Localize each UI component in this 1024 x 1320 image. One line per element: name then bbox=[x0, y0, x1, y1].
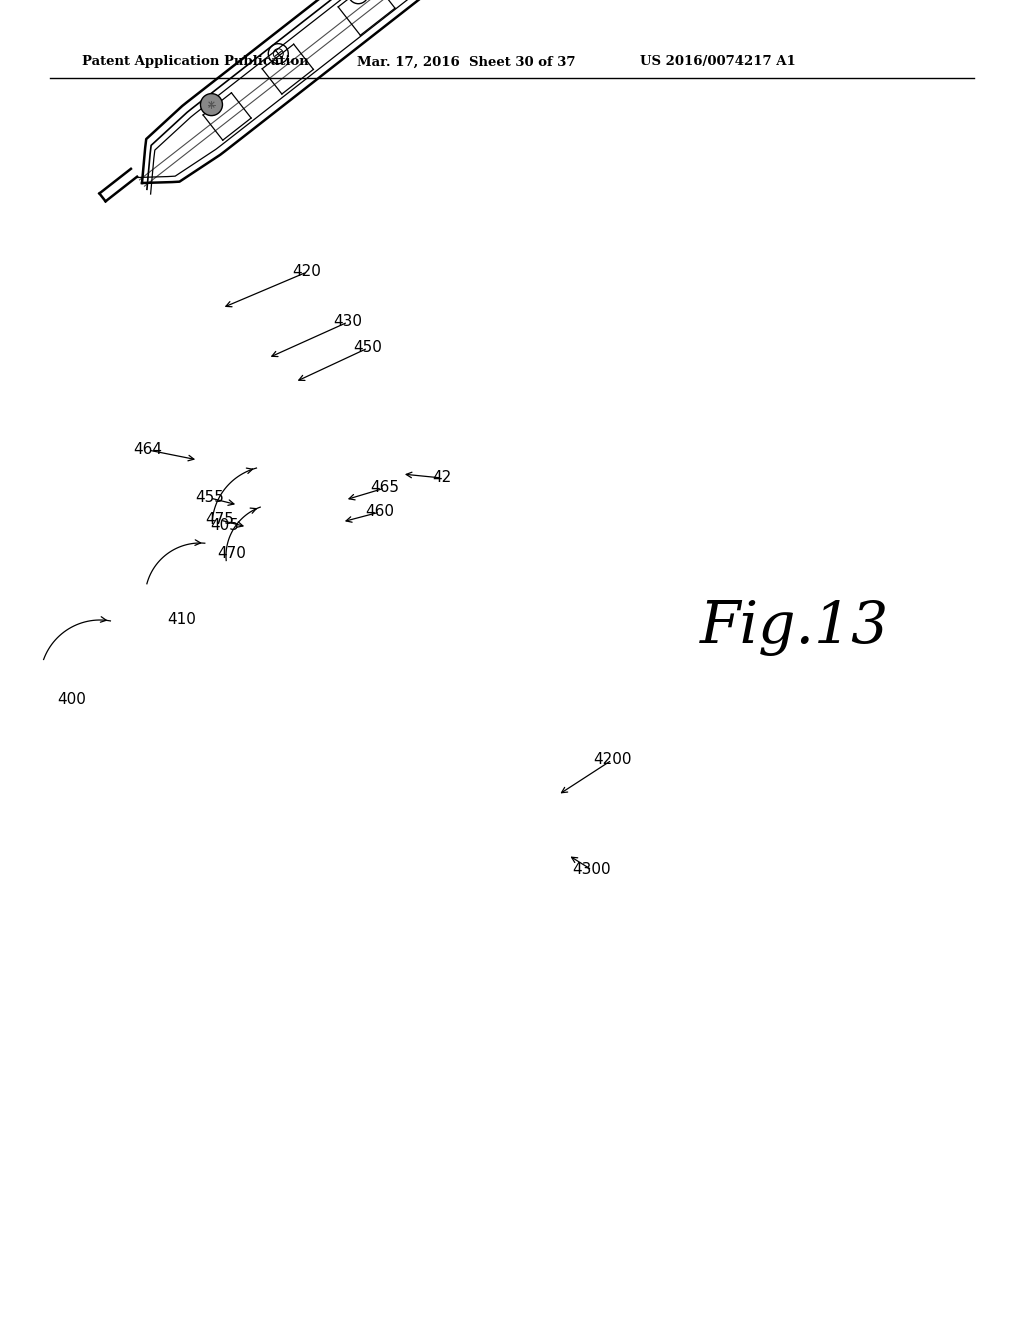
Text: 4200: 4200 bbox=[593, 752, 631, 767]
Text: 410: 410 bbox=[168, 612, 197, 627]
Text: 460: 460 bbox=[366, 504, 394, 520]
Circle shape bbox=[201, 94, 222, 116]
Text: 400: 400 bbox=[57, 693, 86, 708]
Text: 450: 450 bbox=[353, 341, 382, 355]
Text: Fig.13: Fig.13 bbox=[700, 601, 889, 656]
Text: 455: 455 bbox=[196, 491, 224, 506]
Text: 42: 42 bbox=[432, 470, 452, 486]
Text: 405: 405 bbox=[211, 517, 240, 532]
Text: 420: 420 bbox=[293, 264, 322, 280]
Text: 4300: 4300 bbox=[572, 862, 611, 878]
Text: Mar. 17, 2016  Sheet 30 of 37: Mar. 17, 2016 Sheet 30 of 37 bbox=[357, 55, 575, 69]
Text: 465: 465 bbox=[371, 480, 399, 495]
Text: US 2016/0074217 A1: US 2016/0074217 A1 bbox=[640, 55, 796, 69]
Text: 475: 475 bbox=[206, 512, 234, 528]
Text: 430: 430 bbox=[334, 314, 362, 330]
Text: 470: 470 bbox=[217, 546, 247, 561]
Text: Patent Application Publication: Patent Application Publication bbox=[82, 55, 309, 69]
Text: 464: 464 bbox=[133, 442, 163, 458]
